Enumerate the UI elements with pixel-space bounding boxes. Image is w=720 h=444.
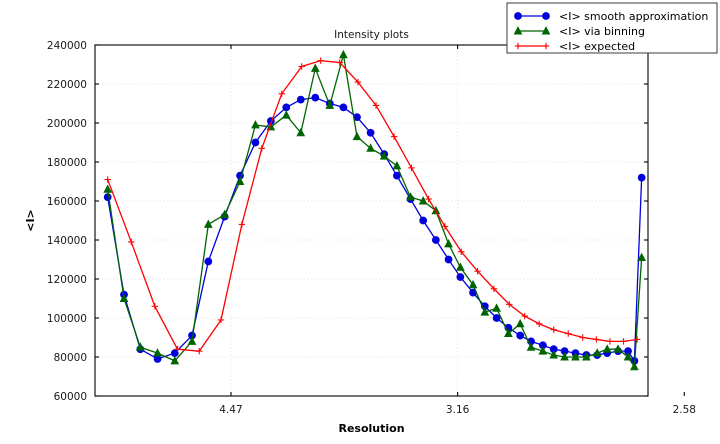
data-point-triangle [203,219,213,228]
data-point-triangle [444,239,453,248]
data-point-circle [419,216,428,225]
legend-label-1: <I> via binning [559,25,645,38]
legend-marker-triangle [541,26,551,35]
y-tick-label: 240000 [47,40,87,52]
legend: <I> smooth approximation <I> via binning <… [506,2,718,54]
data-point-triangle [406,192,415,201]
data-point-circle [282,103,291,112]
data-point-triangle [119,293,129,302]
data-point-triangle [515,319,525,328]
data-point-triangle [352,131,362,141]
chart-title: Intensity plots [334,29,409,41]
data-point-triangle [235,176,245,185]
y-tick-label: 60000 [54,391,87,403]
y-tick-label: 140000 [47,235,87,247]
data-point-triangle [549,350,559,359]
data-point-circle [516,331,525,340]
x-tick-label: 2.58 [673,404,696,416]
data-point-circle [492,314,501,322]
data-point-circle [103,193,112,201]
data-point-triangle [480,307,490,316]
data-point-triangle [187,336,197,345]
series-line-2 [107,59,638,352]
y-tick-label: 80000 [54,352,87,364]
data-point-triangle [281,110,291,119]
data-point-circle [339,103,348,112]
data-point-triangle [504,328,513,338]
data-point-triangle [135,342,145,351]
legend-box [506,2,718,54]
data-point-triangle [379,151,389,160]
data-point-triangle [103,184,113,193]
data-point-triangle [220,209,229,219]
y-tick-label: 100000 [47,313,87,325]
data-point-triangle [296,127,306,137]
data-point-circle [311,93,320,102]
legend-label-0: <I> smooth approximation [559,10,708,23]
data-point-triangle [538,346,548,355]
plot-border [94,44,649,397]
data-point-triangle [623,352,633,361]
y-tick-label: 200000 [47,118,87,130]
data-point-triangle [251,120,260,129]
data-point-triangle [468,280,478,289]
y-tick-label: 160000 [47,196,87,208]
legend-marker-triangle [513,26,523,35]
data-point-circle [637,173,646,182]
series-line-0 [107,96,643,363]
data-point-triangle [560,352,569,361]
data-point-triangle [581,352,591,361]
data-point-triangle [170,356,180,365]
data-point-circle [444,255,453,264]
x-tick-label: 3.16 [446,404,470,416]
data-point-circle [251,138,260,147]
data-point-circle [431,236,440,244]
legend-label-2: <I> expected [559,40,635,53]
data-point-triangle [455,262,465,271]
legend-marker-circle [542,12,550,20]
y-axis-label: <I> [24,209,37,232]
data-point-triangle [492,303,501,312]
data-point-triangle [571,352,580,361]
data-point-triangle [392,161,402,170]
series-line-1 [107,54,643,369]
data-point-triangle [602,344,612,353]
data-point-triangle [637,252,647,262]
data-point-triangle [526,342,536,351]
legend-marker-circle [514,12,522,20]
data-point-triangle [339,49,348,59]
y-tick-label: 180000 [47,157,87,169]
data-point-triangle [418,196,428,205]
y-tick-label: 220000 [47,79,87,91]
data-point-triangle [325,100,335,109]
y-tick-label: 120000 [47,274,87,286]
data-point-triangle [630,361,639,371]
data-point-triangle [613,344,623,353]
data-point-triangle [310,63,320,72]
data-point-circle [456,273,465,281]
data-point-circle [204,257,213,266]
series-group [103,49,647,371]
x-axis-label: Resolution [338,422,404,435]
data-point-triangle [153,348,162,357]
data-point-circle [366,128,375,137]
data-point-triangle [592,348,602,357]
data-point-triangle [366,143,375,152]
data-point-circle [296,95,305,104]
x-tick-label: 4.47 [219,404,242,416]
